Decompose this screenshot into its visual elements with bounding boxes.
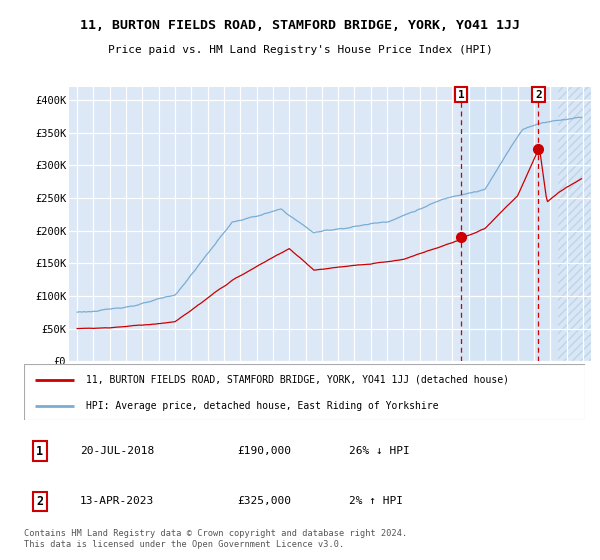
Bar [461,87,591,361]
Text: Price paid vs. HM Land Registry's House Price Index (HPI): Price paid vs. HM Land Registry's House … [107,45,493,55]
Text: Contains HM Land Registry data © Crown copyright and database right 2024.
This d: Contains HM Land Registry data © Crown c… [24,529,407,549]
Bar [559,87,591,361]
Bar [559,87,591,361]
Text: 11, BURTON FIELDS ROAD, STAMFORD BRIDGE, YORK, YO41 1JJ: 11, BURTON FIELDS ROAD, STAMFORD BRIDGE,… [80,18,520,32]
FancyBboxPatch shape [24,364,585,420]
Text: £325,000: £325,000 [237,496,291,506]
Text: 11, BURTON FIELDS ROAD, STAMFORD BRIDGE, YORK, YO41 1JJ (detached house): 11, BURTON FIELDS ROAD, STAMFORD BRIDGE,… [86,375,509,385]
Text: 13-APR-2023: 13-APR-2023 [80,496,154,506]
Text: 2: 2 [36,495,43,508]
Bar [559,87,591,361]
Text: HPI: Average price, detached house, East Riding of Yorkshire: HPI: Average price, detached house, East… [86,401,438,411]
Text: 20-JUL-2018: 20-JUL-2018 [80,446,154,456]
Text: 1: 1 [458,90,464,100]
Text: £190,000: £190,000 [237,446,291,456]
Text: 1: 1 [36,445,43,458]
Text: 2% ↑ HPI: 2% ↑ HPI [349,496,403,506]
Text: 2: 2 [535,90,542,100]
Text: 26% ↓ HPI: 26% ↓ HPI [349,446,410,456]
